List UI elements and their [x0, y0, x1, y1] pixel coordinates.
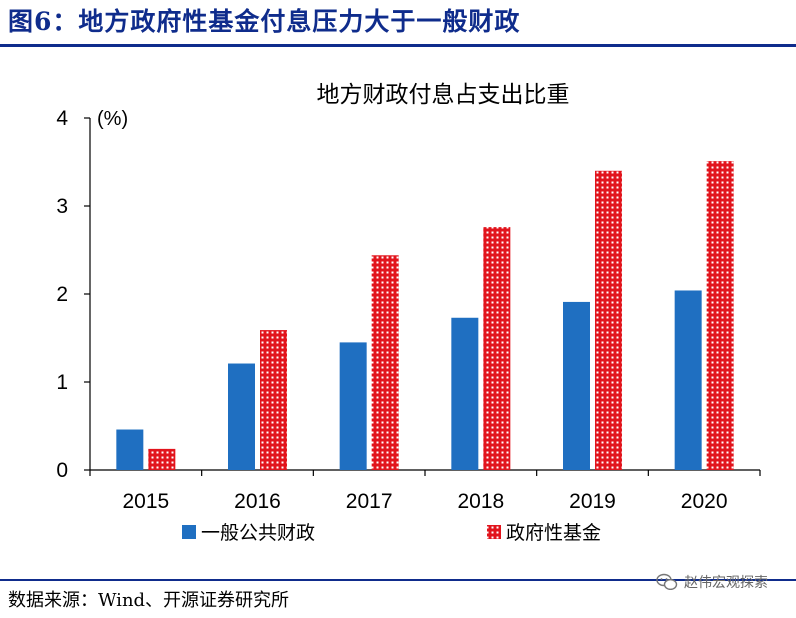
bar-general-budget: [339, 342, 367, 470]
bar-government-fund: [371, 255, 399, 470]
x-tick-label: 2019: [569, 490, 616, 513]
bar-general-budget: [674, 290, 702, 470]
y-tick-label: 0: [56, 459, 68, 482]
bar-general-budget: [451, 317, 479, 470]
source-note: 数据来源：Wind、开源证券研究所: [8, 590, 290, 611]
bar-general-budget: [563, 301, 590, 470]
y-tick-label: 4: [56, 107, 68, 130]
bar-chart: 地方财政付息占支出比重 (%) 0 1 2 3 4 2015 2016 2017 2018 201…: [56, 82, 761, 544]
x-tick-label: 2020: [681, 490, 728, 513]
bar-government-fund: [706, 161, 734, 470]
watermark: 赵伟宏观探索: [656, 572, 768, 592]
y-tick-label: 1: [56, 371, 68, 394]
legend-swatch: [182, 525, 196, 539]
bar-government-fund: [483, 227, 511, 470]
y-tick-label: 3: [56, 195, 68, 218]
wechat-icon: [656, 573, 678, 591]
bar-general-budget: [228, 363, 255, 470]
tick-labels: 0 1 2 3 4 2015 2016 2017 2018 2019 2020: [56, 107, 727, 513]
title-divider: [0, 44, 796, 47]
legend-label: 一般公共财政: [201, 522, 315, 544]
y-axis-unit: (%): [97, 108, 128, 130]
bar-government-fund: [148, 448, 176, 470]
axes: [84, 117, 761, 476]
figure-title: 图6：地方政府性基金付息压力大于一般财政: [8, 7, 521, 36]
watermark-text: 赵伟宏观探索: [684, 575, 768, 591]
y-tick-label: 2: [56, 283, 68, 306]
footer-divider: [0, 579, 796, 581]
bar-government-fund: [260, 330, 287, 470]
legend-swatch: [487, 525, 501, 539]
x-tick-label: 2017: [346, 490, 393, 513]
x-tick-label: 2015: [122, 490, 169, 513]
x-tick-label: 2018: [457, 490, 504, 513]
bars: [116, 161, 734, 471]
x-tick-label: 2016: [234, 490, 281, 513]
bar-general-budget: [116, 429, 144, 470]
legend-label: 政府性基金: [506, 522, 601, 544]
chart-title: 地方财政付息占支出比重: [317, 82, 570, 108]
legend: 一般公共财政 政府性基金: [182, 522, 601, 544]
bar-government-fund: [595, 170, 622, 471]
